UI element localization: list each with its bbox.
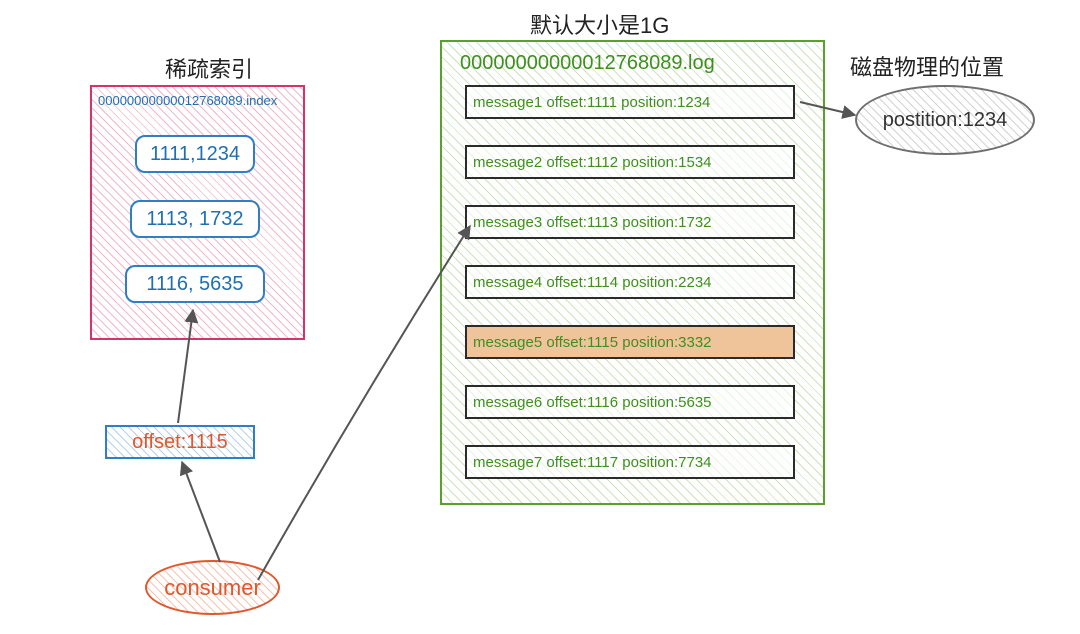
index_heading: 稀疏索引 [165, 52, 253, 84]
log-entry-5: message6 offset:1116 position:5635 [465, 385, 795, 419]
index-entry-2: 1116, 5635 [125, 265, 265, 303]
offset-box: offset:1115 [105, 425, 255, 459]
log-entry-0: message1 offset:1111 position:1234 [465, 85, 795, 119]
log-entry-4: message5 offset:1115 position:3332 [465, 325, 795, 359]
size_heading: 默认大小是1G [530, 8, 669, 40]
disk_heading: 磁盘物理的位置 [850, 50, 1004, 82]
index-entry-0: 1111,1234 [135, 135, 255, 173]
log-entry-6: message7 offset:1117 position:7734 [465, 445, 795, 479]
consumer-ellipse: consumer [145, 560, 280, 615]
log-entry-3: message4 offset:1114 position:2234 [465, 265, 795, 299]
index-file-title: 00000000000012768089.index [98, 93, 277, 108]
log-entry-1: message2 offset:1112 position:1534 [465, 145, 795, 179]
index-entry-1: 1113, 1732 [130, 200, 260, 238]
position-ellipse: postition:1234 [855, 85, 1035, 155]
log-entry-2: message3 offset:1113 position:1732 [465, 205, 795, 239]
log-file-title: 00000000000012768089.log [460, 52, 715, 75]
